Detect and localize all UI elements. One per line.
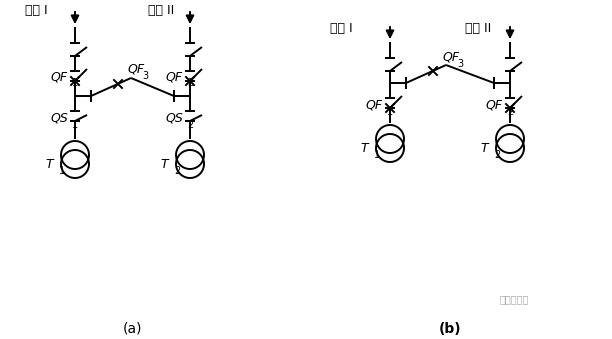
Text: QF: QF xyxy=(127,62,144,76)
Text: QF: QF xyxy=(486,99,503,112)
Text: 1: 1 xyxy=(374,150,380,160)
Text: 电气设计圈: 电气设计圈 xyxy=(500,294,529,304)
Text: QF: QF xyxy=(51,71,68,83)
Text: 1: 1 xyxy=(72,78,78,88)
Text: 电源 I: 电源 I xyxy=(25,4,48,18)
Text: 2: 2 xyxy=(187,78,193,88)
Text: 电源 II: 电源 II xyxy=(148,4,174,18)
Text: QF: QF xyxy=(366,99,383,112)
Text: (a): (a) xyxy=(122,322,142,336)
Text: 1: 1 xyxy=(59,166,65,176)
Text: 2: 2 xyxy=(507,107,513,117)
Text: (b): (b) xyxy=(439,322,461,336)
Text: 1: 1 xyxy=(72,120,78,130)
Text: 1: 1 xyxy=(387,107,393,117)
Text: T: T xyxy=(160,159,168,172)
Text: 2: 2 xyxy=(174,166,181,176)
Text: QF: QF xyxy=(166,71,183,83)
Text: 3: 3 xyxy=(457,59,463,69)
Text: QS: QS xyxy=(50,112,68,124)
Text: 2: 2 xyxy=(187,120,193,130)
Text: T: T xyxy=(45,159,53,172)
Text: 电源 II: 电源 II xyxy=(465,22,491,36)
Text: QF: QF xyxy=(442,51,459,63)
Text: 2: 2 xyxy=(494,150,500,160)
Text: T: T xyxy=(360,142,368,156)
Text: 3: 3 xyxy=(142,71,148,81)
Text: 电源 I: 电源 I xyxy=(330,22,353,36)
Text: QS: QS xyxy=(165,112,183,124)
Text: T: T xyxy=(480,142,488,156)
